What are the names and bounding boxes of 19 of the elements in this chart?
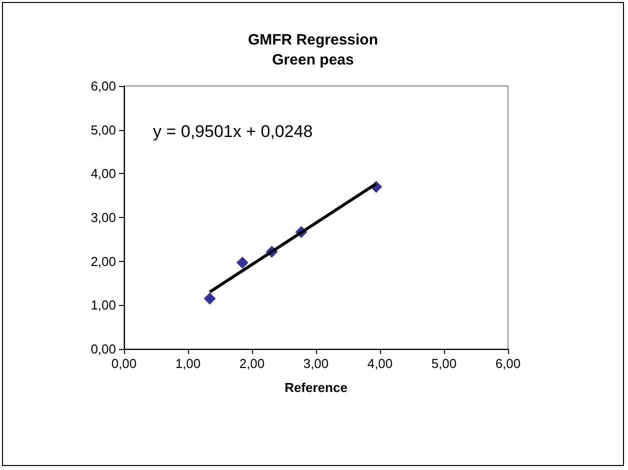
chart-title: GMFR Regression Green peas [248, 32, 378, 68]
x-tick-label: 0,00 [111, 356, 137, 371]
y-tick-label: 3,00 [90, 210, 116, 225]
annotation: y = 0,9501x + 0,0248 [153, 122, 313, 141]
x-axis-title: Reference [284, 380, 348, 395]
x-tick-label: 4,00 [367, 356, 393, 371]
y-tick-label: 5,00 [90, 122, 116, 138]
y-tick-label: 4,00 [90, 166, 116, 182]
y-tick-label: 6,00 [90, 78, 116, 94]
y-tick-label: 2,00 [90, 254, 116, 269]
y-tick-label: 1,00 [90, 298, 116, 313]
x-tick-label: 1,00 [175, 356, 201, 371]
point [236, 256, 248, 269]
y-tick-label: 0,00 [90, 342, 116, 356]
point [204, 292, 216, 305]
x-tick-label: 6,00 [495, 356, 521, 371]
x-tick-label: 3,00 [303, 356, 329, 371]
x-tick-label: 2,00 [239, 356, 265, 371]
x-tick-label: 5,00 [431, 356, 457, 371]
